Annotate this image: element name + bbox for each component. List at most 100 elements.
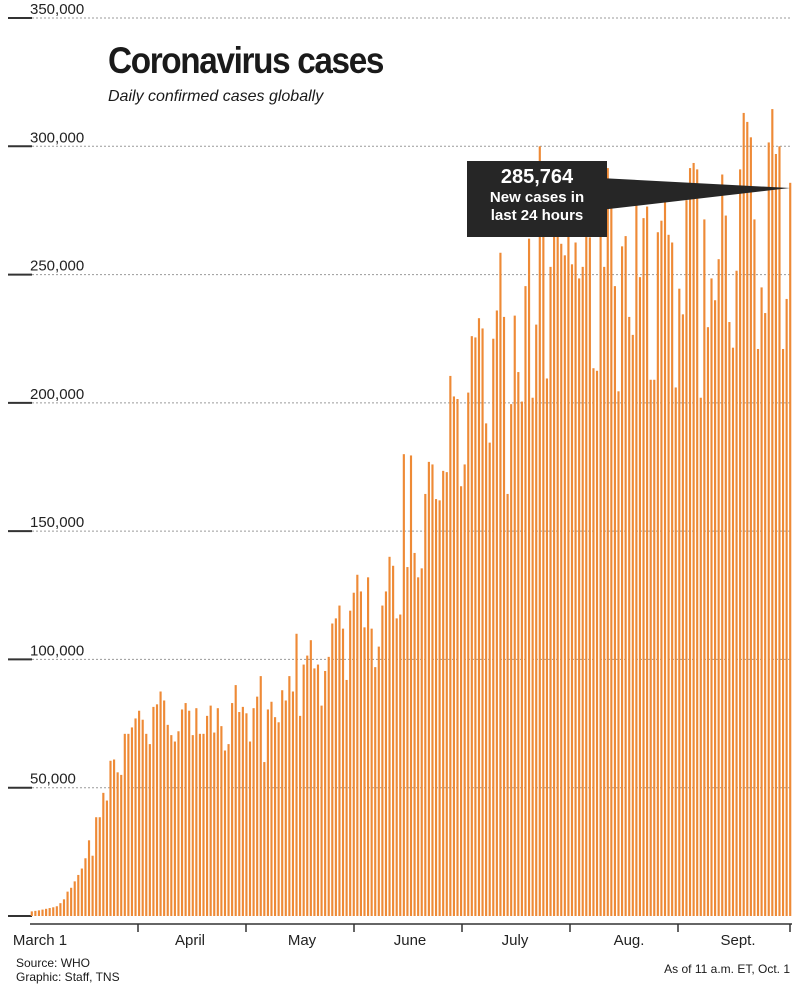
bar [259,676,262,916]
callout-value: 285,764 [500,166,574,188]
bar [624,236,627,917]
bar [481,328,484,916]
callout-pointer [600,178,790,210]
bar [603,266,606,916]
bar [581,266,584,916]
bar [492,338,495,917]
bar [327,656,330,916]
bar [70,887,73,916]
bar [73,881,76,916]
y-tick-label: 350,000 [30,1,84,18]
bar [760,287,763,916]
x-tick-label: Aug. [614,932,645,949]
bar [567,205,570,917]
bar [638,277,642,916]
bar [520,401,523,916]
bar [188,710,191,916]
bar [706,327,710,916]
x-tick-label: April [175,932,205,949]
bar [656,232,659,917]
bar [266,709,269,916]
bar [367,577,370,916]
bar [710,278,713,916]
bar [599,166,602,916]
bar [213,732,216,916]
bar [703,219,706,916]
bar [145,733,148,916]
bar [517,372,520,916]
bar [80,868,83,916]
bar [113,759,116,916]
bar [291,691,295,916]
x-tick-label: July [502,932,529,949]
bar [721,174,724,916]
x-axis: March 1 April May June July Aug. Sept. [13,923,792,949]
bar [667,234,670,917]
bar [592,368,595,917]
bar [163,700,166,916]
y-tick-label: 200,000 [30,386,84,403]
bar [502,316,506,916]
bar [241,706,244,916]
bar [527,238,531,916]
bar [148,744,151,916]
bar [191,735,194,916]
bar [345,679,348,916]
bar [764,313,767,916]
bar [660,220,663,916]
bar [316,664,320,916]
bar [195,708,198,916]
bar [631,334,634,916]
bar [671,242,674,916]
bar [341,628,345,916]
bar [470,336,473,916]
bar [180,709,184,916]
bar [785,298,788,916]
bar [349,610,352,916]
bar [134,718,137,916]
bar [352,592,355,916]
x-tick-label: June [394,932,427,949]
x-tick-label: March 1 [13,932,67,949]
bar [238,712,241,916]
bar [277,722,280,916]
bar [413,552,416,916]
bar [37,910,41,916]
bar [256,696,259,916]
bar [377,646,380,916]
bar [273,717,277,916]
bar [52,907,55,916]
bar [653,379,656,916]
bar [588,237,591,916]
bar [417,577,420,916]
bar [789,182,792,916]
bar [681,314,684,917]
bar [538,146,541,917]
bar [220,726,223,916]
bar [424,493,427,916]
bar [674,387,677,917]
bar [392,565,395,916]
bar [678,288,681,916]
x-tick-label: May [288,932,317,949]
bar [331,623,334,916]
bar [141,719,144,916]
bar [184,703,187,916]
chart-subtitle: Daily confirmed cases globally [108,88,324,105]
bar [774,153,777,917]
bar [642,218,645,916]
bar [524,286,527,916]
bar [252,708,255,916]
bar [62,899,66,916]
bar [731,347,735,916]
bar [270,701,273,916]
bar [45,908,48,916]
bar [216,708,219,916]
bar [166,724,169,916]
bar [334,618,337,916]
bar [510,404,513,916]
bar [442,470,445,916]
bar [767,142,770,916]
bar [613,286,616,916]
bar [116,772,119,916]
